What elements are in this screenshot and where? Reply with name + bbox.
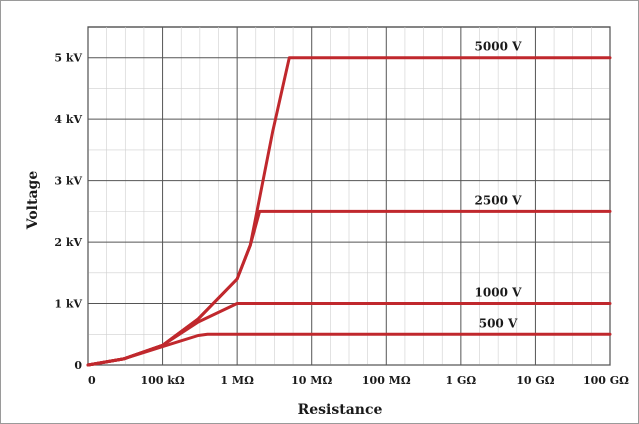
- x-tick-labels: 0 100 kΩ 1 MΩ 10 MΩ 100 MΩ 1 GΩ 10 GΩ 100 GΩ: [88, 374, 629, 387]
- x-axis-title: Resistance: [298, 402, 383, 418]
- y-tick-label: 5 kV: [54, 52, 82, 65]
- y-axis-title: Voltage: [25, 171, 41, 231]
- series-line: [86, 332, 612, 367]
- x-tick-label: 1 GΩ: [446, 374, 477, 387]
- y-tick-label: 1 kV: [54, 298, 82, 311]
- x-tick-label: 100 MΩ: [362, 374, 411, 387]
- x-tick-label: 100 kΩ: [140, 374, 184, 387]
- series-labels: 5000 V 2500 V 1000 V 500 V: [475, 40, 523, 331]
- series-label: 1000 V: [475, 286, 523, 300]
- x-tick-label: 0: [88, 374, 96, 387]
- x-tick-label: 1 MΩ: [220, 374, 254, 387]
- y-tick-label: 2 kV: [54, 236, 82, 249]
- grid: [87, 27, 611, 366]
- series-label: 5000 V: [475, 40, 523, 54]
- y-tick-label: 0: [74, 359, 82, 372]
- x-tick-label: 10 GΩ: [516, 374, 555, 387]
- series-label: 2500 V: [475, 193, 523, 207]
- series-lines: [86, 56, 612, 367]
- y-tick-label: 3 kV: [54, 175, 82, 188]
- x-tick-label: 10 MΩ: [291, 374, 332, 387]
- y-tick-labels: 0 1 kV 2 kV 3 kV 4 kV 5 kV: [54, 52, 82, 372]
- series-label: 500 V: [479, 316, 518, 330]
- y-tick-label: 4 kV: [54, 113, 82, 126]
- x-tick-label: 100 GΩ: [583, 374, 629, 387]
